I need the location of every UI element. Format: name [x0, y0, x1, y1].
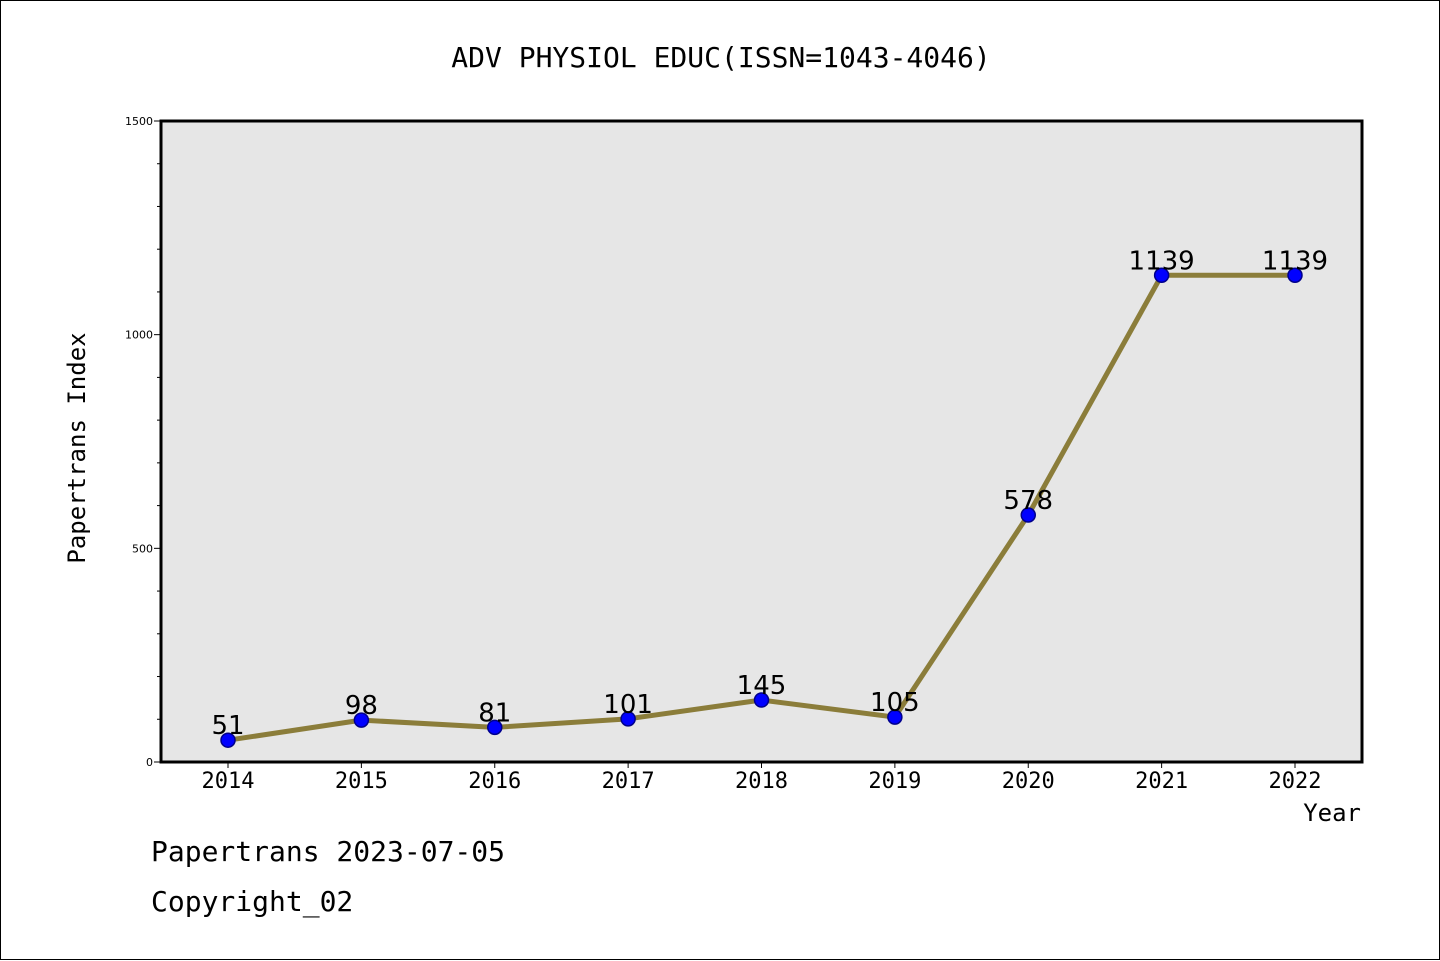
data-label: 578: [1003, 486, 1053, 516]
y-axis: 0 500 1000 1500: [125, 115, 161, 769]
data-labels: 51 98 81 101 145 105 578 1139 1139: [211, 246, 1328, 741]
data-label: 98: [345, 691, 378, 721]
footer-copyright: Copyright_02: [151, 885, 354, 918]
y-tick-label: 1500: [125, 115, 153, 128]
data-point: [887, 709, 903, 725]
data-label: 101: [603, 690, 653, 720]
y-tick-label: 1000: [125, 329, 153, 342]
x-tick-label: 2016: [468, 769, 521, 794]
data-point: [220, 732, 236, 748]
x-axis: 2014 2015 2016 2017 2018 2019 2020 2021 2022: [202, 762, 1322, 794]
y-tick-label: 0: [146, 756, 153, 769]
x-axis-label: Year: [1303, 799, 1361, 827]
y-tick-label: 500: [132, 542, 153, 555]
x-tick-label: 2020: [1002, 769, 1055, 794]
plot-area: [159, 119, 1364, 764]
data-label: 81: [478, 698, 511, 728]
data-label: 51: [211, 711, 244, 741]
x-tick-label: 2022: [1269, 769, 1322, 794]
data-point: [353, 712, 370, 728]
y-axis-label: Papertrans Index: [63, 332, 91, 563]
data-label: 1139: [1129, 246, 1195, 276]
data-label: 105: [870, 688, 920, 718]
data-point: [1287, 267, 1303, 284]
data-point: [620, 711, 636, 727]
series-line-group: [220, 267, 1303, 748]
x-tick-label: 2014: [202, 769, 255, 794]
x-tick-label: 2018: [735, 769, 788, 794]
data-point: [487, 719, 503, 736]
data-label: 145: [737, 671, 787, 701]
data-point: [1020, 507, 1036, 523]
x-tick-label: 2019: [868, 769, 921, 794]
data-label: 1139: [1262, 246, 1328, 276]
x-tick-label: 2017: [602, 769, 655, 794]
footer-date: Papertrans 2023-07-05: [151, 835, 506, 868]
x-tick-label: 2015: [335, 769, 388, 794]
data-point: [1153, 267, 1170, 284]
data-point: [753, 692, 770, 708]
chart-title: ADV PHYSIOL EDUC(ISSN=1043-4046): [451, 41, 990, 74]
x-tick-label: 2021: [1135, 769, 1188, 794]
